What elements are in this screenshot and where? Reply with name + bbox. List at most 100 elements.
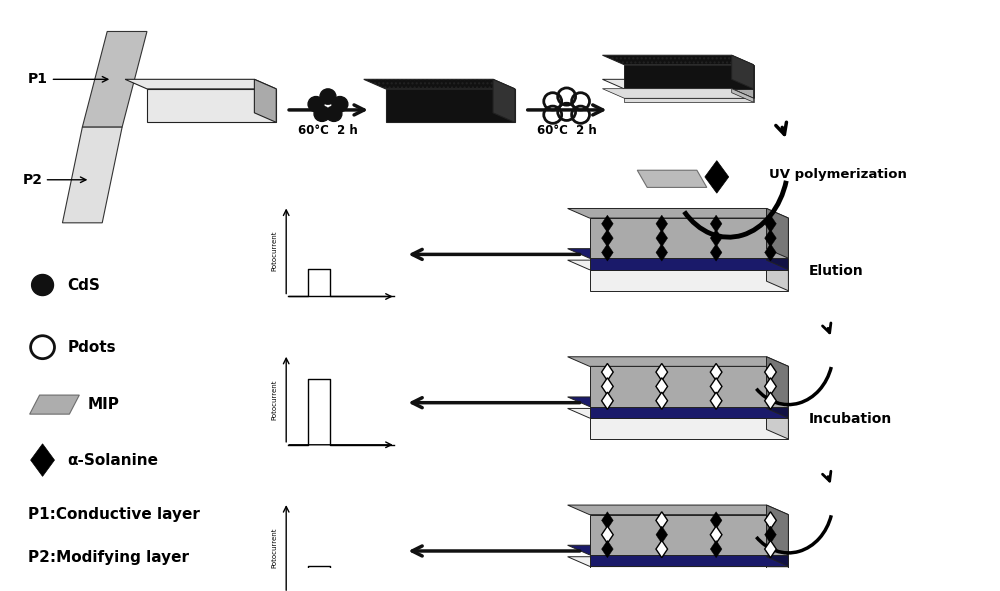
Polygon shape (732, 79, 754, 98)
Polygon shape (767, 357, 788, 407)
Polygon shape (590, 418, 788, 439)
Polygon shape (624, 89, 754, 98)
Polygon shape (767, 249, 788, 269)
Text: P1:Conductive layer: P1:Conductive layer (28, 507, 200, 522)
Polygon shape (765, 392, 776, 410)
Polygon shape (602, 512, 613, 529)
Polygon shape (767, 545, 788, 566)
Circle shape (320, 89, 336, 104)
Text: Potocurrent: Potocurrent (271, 379, 277, 420)
Polygon shape (590, 407, 788, 418)
Polygon shape (147, 89, 276, 122)
Polygon shape (602, 526, 613, 543)
Polygon shape (590, 258, 788, 269)
Polygon shape (590, 218, 788, 258)
Polygon shape (624, 65, 754, 89)
Polygon shape (602, 215, 613, 232)
Polygon shape (568, 505, 788, 515)
Polygon shape (590, 555, 788, 566)
Polygon shape (602, 55, 754, 65)
Polygon shape (568, 249, 788, 258)
Polygon shape (637, 170, 707, 187)
Text: Potocurrent: Potocurrent (271, 231, 277, 271)
Polygon shape (125, 79, 276, 89)
Polygon shape (656, 392, 668, 410)
Text: P2: P2 (23, 173, 43, 187)
Polygon shape (656, 229, 668, 247)
Polygon shape (602, 540, 613, 558)
Polygon shape (656, 378, 668, 395)
Polygon shape (710, 244, 722, 261)
Polygon shape (590, 515, 788, 555)
Polygon shape (767, 557, 788, 587)
Polygon shape (254, 79, 276, 122)
Circle shape (326, 106, 342, 121)
Polygon shape (493, 79, 515, 122)
Polygon shape (656, 244, 668, 261)
Polygon shape (62, 127, 122, 223)
Polygon shape (767, 505, 788, 555)
Polygon shape (656, 512, 668, 529)
Polygon shape (568, 408, 788, 418)
Polygon shape (386, 89, 515, 122)
Polygon shape (568, 260, 788, 269)
Polygon shape (732, 55, 754, 89)
Polygon shape (602, 229, 613, 247)
Polygon shape (710, 540, 722, 558)
Polygon shape (710, 363, 722, 381)
Polygon shape (765, 512, 776, 529)
Polygon shape (767, 260, 788, 291)
Polygon shape (710, 392, 722, 410)
Polygon shape (765, 526, 776, 543)
Circle shape (308, 96, 324, 112)
Polygon shape (765, 215, 776, 232)
Polygon shape (710, 512, 722, 529)
Polygon shape (765, 363, 776, 381)
Polygon shape (568, 557, 788, 566)
Text: UV polymerization: UV polymerization (769, 168, 906, 181)
Polygon shape (765, 378, 776, 395)
Text: 60°C  2 h: 60°C 2 h (537, 125, 597, 138)
Polygon shape (30, 395, 79, 414)
Polygon shape (364, 79, 515, 89)
Polygon shape (767, 408, 788, 439)
Polygon shape (602, 363, 613, 381)
Text: Elution: Elution (808, 264, 863, 278)
Text: Potocurrent: Potocurrent (271, 527, 277, 568)
Polygon shape (624, 98, 754, 102)
Polygon shape (590, 566, 788, 587)
Circle shape (314, 106, 330, 121)
Polygon shape (767, 209, 788, 258)
Polygon shape (765, 540, 776, 558)
Polygon shape (710, 215, 722, 232)
Text: Incubation: Incubation (808, 412, 892, 426)
Polygon shape (602, 392, 613, 410)
Polygon shape (602, 79, 754, 89)
Polygon shape (568, 397, 788, 407)
Polygon shape (590, 366, 788, 407)
Polygon shape (710, 378, 722, 395)
Polygon shape (602, 378, 613, 395)
Text: P2:Modifying layer: P2:Modifying layer (28, 550, 189, 565)
Polygon shape (656, 363, 668, 381)
Polygon shape (656, 526, 668, 543)
Circle shape (332, 96, 348, 112)
Polygon shape (710, 526, 722, 543)
Polygon shape (705, 161, 729, 193)
Text: CdS: CdS (67, 278, 100, 293)
Polygon shape (82, 31, 147, 127)
Polygon shape (590, 269, 788, 291)
Polygon shape (568, 209, 788, 218)
Polygon shape (767, 397, 788, 418)
Polygon shape (602, 244, 613, 261)
Polygon shape (656, 215, 668, 232)
Polygon shape (568, 357, 788, 366)
Polygon shape (568, 545, 788, 555)
Polygon shape (765, 229, 776, 247)
Text: α-Solanine: α-Solanine (67, 453, 158, 467)
Polygon shape (602, 89, 754, 98)
Text: MIP: MIP (87, 397, 119, 412)
Polygon shape (765, 244, 776, 261)
Polygon shape (710, 229, 722, 247)
Text: 60°C  2 h: 60°C 2 h (298, 125, 358, 138)
